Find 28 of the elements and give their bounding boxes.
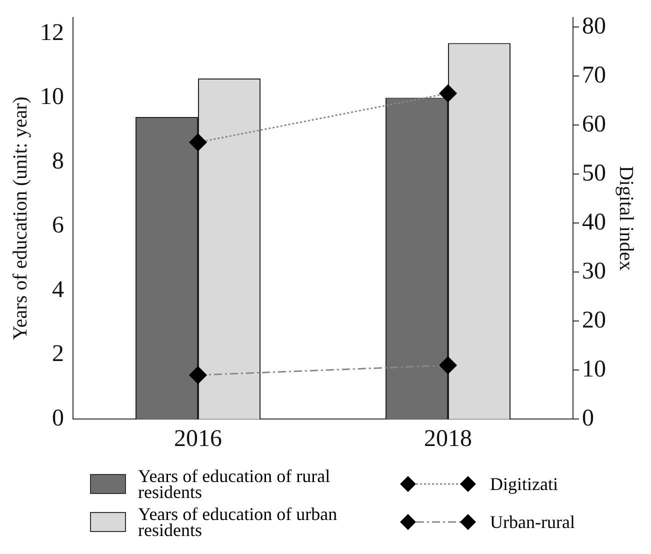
x-tick-label: 2016 (174, 426, 222, 452)
point (439, 356, 457, 374)
legend-label: Urban-rural (490, 512, 575, 532)
y-tick-label: 10 (40, 84, 64, 110)
y2-tick-label: 30 (582, 258, 606, 284)
y-tick-label: 2 (52, 341, 64, 368)
y2-tick-label: 10 (582, 356, 606, 382)
y2-tick-label: 80 (582, 13, 606, 40)
y2-axis-title: Digital index (614, 166, 637, 271)
legend-label: Years of education of urban residents (138, 504, 338, 540)
y-tick-label: 0 (52, 405, 64, 432)
point (189, 134, 207, 152)
y2-tick-label: 50 (582, 160, 606, 186)
y-tick-label: 4 (52, 276, 64, 303)
y-tick-label: 12 (40, 20, 64, 46)
y-tick-label: 6 (52, 212, 64, 239)
y2-tick-label: 70 (582, 62, 606, 88)
legend-label: Years of education of rural residents (138, 466, 332, 502)
point (189, 366, 207, 384)
y2-tick-label: 20 (582, 307, 606, 334)
y2-tick-label: 0 (582, 405, 594, 432)
x-tick-label: 2018 (424, 426, 472, 452)
y-tick-label: 8 (52, 148, 64, 174)
legend-label: Digitizati (490, 474, 558, 494)
y2-tick-label: 40 (582, 209, 606, 236)
y2-tick-label: 60 (582, 111, 606, 138)
y-axis-title: Years of education (unit: year) (9, 96, 32, 340)
point (439, 84, 457, 102)
